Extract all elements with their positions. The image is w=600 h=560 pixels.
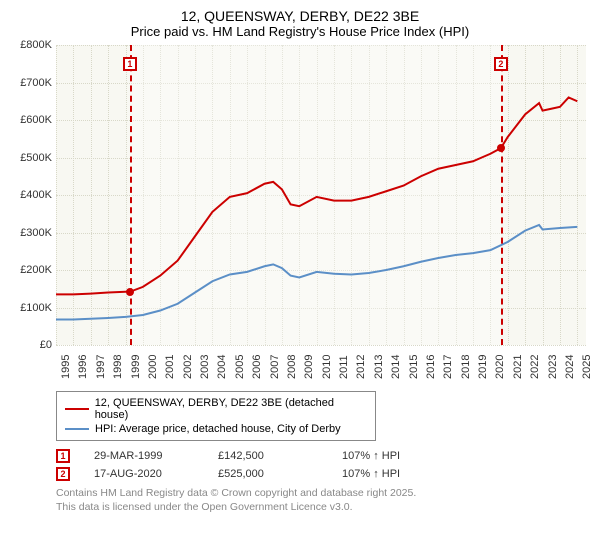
transaction-marker-box: 1 [123,57,137,71]
x-axis-label: 1995 [60,355,72,379]
x-axis-label: 2013 [373,355,385,379]
x-axis-label: 1999 [130,355,142,379]
transaction-row: 1 29-MAR-1999 £142,500 107% ↑ HPI [56,447,588,465]
transaction-marker-dot [497,144,505,152]
x-axis-label: 2015 [408,355,420,379]
legend-label: HPI: Average price, detached house, City… [95,423,341,435]
x-axis-label: 1997 [95,355,107,379]
transaction-date: 17-AUG-2020 [94,468,194,480]
footer-line: This data is licensed under the Open Gov… [56,501,588,515]
transaction-hpi-pct: 107% ↑ HPI [342,468,442,480]
x-axis-label: 2001 [164,355,176,379]
price-chart: £0£100K£200K£300K£400K£500K£600K£700K£80… [12,45,588,385]
x-axis-label: 2025 [581,355,593,379]
x-axis-label: 2019 [477,355,489,379]
transactions-table: 1 29-MAR-1999 £142,500 107% ↑ HPI 2 17-AUG-20… [12,447,588,483]
x-axis-label: 2012 [355,355,367,379]
footer-line: Contains HM Land Registry data © Crown c… [56,487,588,501]
x-axis-label: 2005 [234,355,246,379]
transaction-index-box: 1 [56,449,70,463]
x-axis-label: 2009 [303,355,315,379]
transaction-price: £525,000 [218,468,318,480]
transaction-marker-box: 2 [494,57,508,71]
legend-swatch [65,428,89,430]
x-axis-label: 2003 [199,355,211,379]
x-axis-label: 2000 [147,355,159,379]
x-axis-label: 2011 [338,355,350,379]
legend-label: 12, QUEENSWAY, DERBY, DE22 3BE (detached… [95,397,367,421]
legend-item: 12, QUEENSWAY, DERBY, DE22 3BE (detached… [65,396,367,422]
transaction-hpi-pct: 107% ↑ HPI [342,450,442,462]
legend: 12, QUEENSWAY, DERBY, DE22 3BE (detached… [56,391,376,441]
x-axis-label: 2018 [460,355,472,379]
legend-swatch [65,408,89,410]
x-axis-label: 2024 [564,355,576,379]
x-axis-label: 2016 [425,355,437,379]
series-line-property [56,98,577,295]
x-axis-label: 1998 [112,355,124,379]
legend-item: HPI: Average price, detached house, City… [65,422,367,436]
transaction-row: 2 17-AUG-2020 £525,000 107% ↑ HPI [56,465,588,483]
transaction-marker-dot [126,288,134,296]
transaction-index-box: 2 [56,467,70,481]
x-axis-label: 2010 [321,355,333,379]
x-axis-label: 2017 [442,355,454,379]
x-axis-label: 2006 [251,355,263,379]
footer-attribution: Contains HM Land Registry data © Crown c… [56,487,588,514]
x-axis-label: 2023 [547,355,559,379]
x-axis-label: 2007 [269,355,281,379]
x-axis-label: 2022 [529,355,541,379]
chart-subtitle: Price paid vs. HM Land Registry's House … [12,24,588,39]
transaction-price: £142,500 [218,450,318,462]
chart-title: 12, QUEENSWAY, DERBY, DE22 3BE [12,8,588,24]
x-axis-label: 1996 [77,355,89,379]
x-axis-label: 2002 [182,355,194,379]
x-axis-label: 2020 [494,355,506,379]
x-axis-label: 2021 [512,355,524,379]
x-axis-label: 2008 [286,355,298,379]
transaction-date: 29-MAR-1999 [94,450,194,462]
x-axis-label: 2004 [216,355,228,379]
x-axis-label: 2014 [390,355,402,379]
series-line-hpi [56,225,577,320]
